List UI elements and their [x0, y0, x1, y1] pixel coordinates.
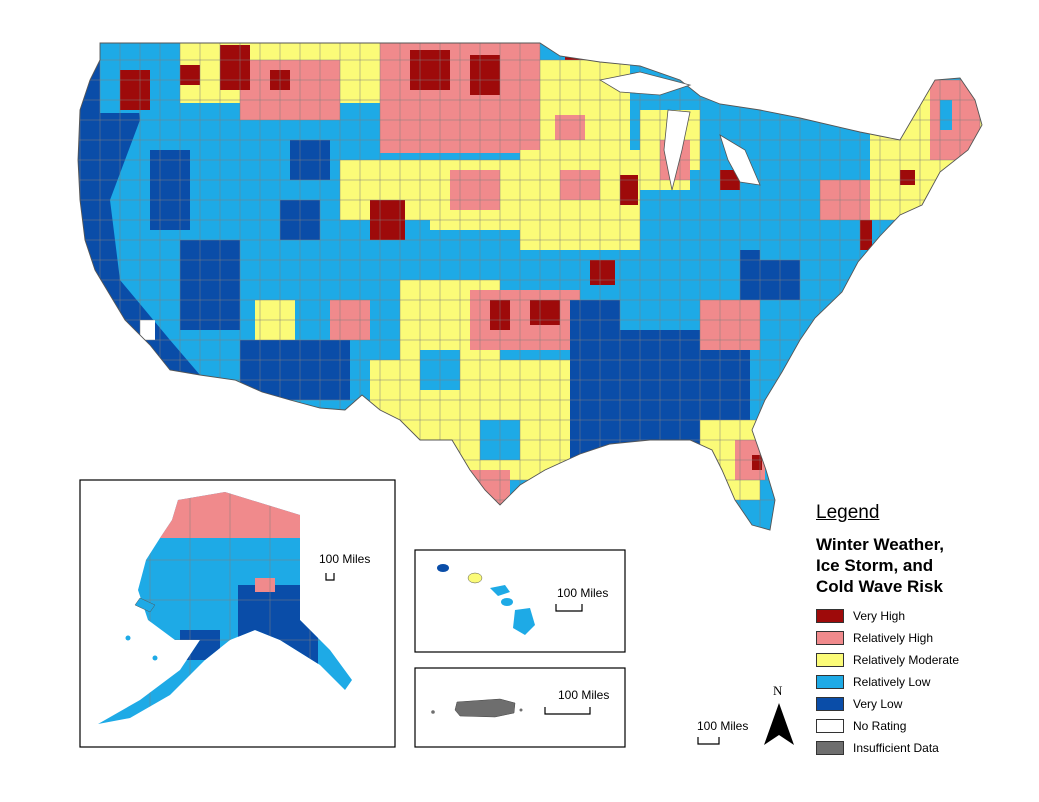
pr-islet	[431, 710, 435, 714]
region-mn-high	[555, 115, 585, 140]
puerto-rico-map	[431, 698, 523, 718]
legend-swatch-very-high	[816, 609, 844, 623]
maui	[501, 598, 513, 606]
alaska-island-small2	[152, 655, 158, 661]
legend-swatch-no-rating	[816, 719, 844, 733]
hawaii-map	[437, 564, 535, 635]
legend-label-relatively-moderate: Relatively Moderate	[853, 653, 960, 667]
region-no-rating-ca	[140, 320, 155, 340]
legend-item-relatively-moderate: Relatively Moderate	[816, 649, 1016, 671]
legend-label-relatively-low: Relatively Low	[853, 675, 931, 689]
region-nd-very-high2	[470, 55, 500, 95]
big-island	[513, 608, 535, 635]
region-very-high-mt	[220, 45, 250, 90]
region-tx-rio	[470, 470, 510, 510]
region-fl-very-high	[752, 455, 762, 470]
legend-swatch-relatively-low	[816, 675, 844, 689]
legend-label-relatively-high: Relatively High	[853, 631, 934, 645]
legend-subtitle-line-3: Cold Wave Risk	[816, 577, 943, 596]
legend-swatch-insufficient-data	[816, 741, 844, 755]
legend-item-relatively-low: Relatively Low	[816, 671, 1016, 693]
legend-label-no-rating: No Rating	[853, 719, 907, 733]
legend: Legend Winter Weather, Ice Storm, and Co…	[816, 502, 1016, 759]
puerto-rico-scale-label: 100 Miles	[558, 688, 609, 702]
legend-item-no-rating: No Rating	[816, 715, 1016, 737]
conus-scale-bar	[697, 737, 720, 745]
region-mo-very-high	[590, 260, 615, 285]
region-southwest	[180, 240, 240, 330]
north-arrow: N	[764, 683, 794, 745]
region-ne-very-high	[900, 170, 915, 185]
legend-label-very-low: Very Low	[853, 697, 903, 711]
lake-michigan	[663, 109, 691, 191]
region-arizona-south	[240, 340, 350, 400]
region-ok-very-high2	[530, 300, 560, 325]
alaska-interior-high	[255, 578, 275, 592]
legend-subtitle: Winter Weather, Ice Storm, and Cold Wave…	[816, 534, 1016, 597]
legend-label-insufficient-data: Insufficient Data	[853, 741, 939, 755]
molokai	[490, 585, 510, 596]
legend-item-very-low: Very Low	[816, 693, 1016, 715]
region-mid-atlantic	[800, 230, 860, 300]
region-nd-very-high	[410, 50, 450, 90]
region-very-high-nw	[120, 70, 150, 110]
alaska-island-small	[125, 635, 131, 641]
region-il-very-high	[620, 175, 638, 205]
region-carolinas-high	[700, 300, 760, 350]
legend-swatch-relatively-high	[816, 631, 844, 645]
kauai	[437, 564, 449, 572]
conus-map	[77, 42, 983, 531]
pr-islet2	[519, 708, 523, 712]
hawaii-inset-frame	[414, 549, 626, 653]
north-arrow-label: N	[773, 683, 783, 698]
alaska-island	[134, 597, 156, 613]
region-me-low	[940, 100, 952, 130]
region-very-high-mt3	[180, 65, 200, 85]
legend-swatch-relatively-moderate	[816, 653, 844, 667]
legend-item-very-high: Very High	[816, 605, 1016, 627]
puerto-rico-island	[454, 698, 516, 718]
region-nevada	[150, 150, 190, 230]
hawaii-scale-bar	[555, 604, 583, 612]
region-ne-high	[450, 170, 500, 210]
conus-scale-label: 100 Miles	[697, 719, 748, 733]
legend-label-very-high: Very High	[853, 609, 906, 623]
legend-subtitle-line-2: Ice Storm, and	[816, 556, 934, 575]
lake-superior	[598, 71, 692, 96]
puerto-rico-inset-frame	[414, 667, 626, 748]
legend-subtitle-line-1: Winter Weather,	[816, 535, 945, 554]
legend-heading: Legend	[816, 502, 880, 523]
alaska-scale-bar	[325, 573, 335, 581]
legend-swatch-very-low	[816, 697, 844, 711]
oahu	[467, 572, 483, 584]
legend-item-insufficient-data: Insufficient Data	[816, 737, 1016, 759]
alaska-scale-label: 100 Miles	[319, 552, 370, 566]
legend-item-relatively-high: Relatively High	[816, 627, 1016, 649]
lake-huron	[719, 134, 761, 186]
region-nj-very-high	[860, 220, 872, 250]
hawaii-scale-label: 100 Miles	[557, 586, 608, 600]
puerto-rico-scale-bar	[544, 707, 591, 715]
north-arrow-icon	[764, 703, 794, 745]
